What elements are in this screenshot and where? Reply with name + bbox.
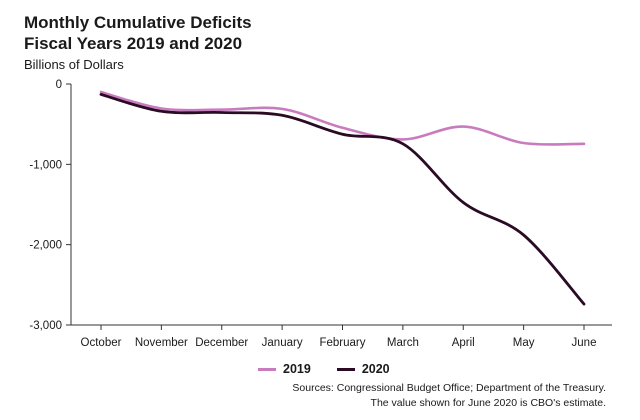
x-tick-label: March <box>387 337 419 349</box>
x-tick-label: November <box>135 337 188 349</box>
x-tick-label: January <box>262 337 303 349</box>
y-tick-label: -1,000 <box>29 159 62 171</box>
x-tick-label: February <box>319 337 365 349</box>
legend-item-2019: 2019 <box>258 362 311 376</box>
y-tick-label: -2,000 <box>29 240 62 252</box>
source-note: Sources: Congressional Budget Office; De… <box>292 381 606 411</box>
legend: 2019 2020 <box>258 362 416 376</box>
series-line-2020 <box>99 93 586 306</box>
legend-swatch-2019 <box>258 367 276 371</box>
y-axis-unit-label: Billions of Dollars <box>24 57 124 72</box>
y-tick-label: 0 <box>56 79 62 91</box>
x-tick-label: October <box>81 337 122 349</box>
y-tick-label: -3,000 <box>29 320 62 332</box>
source-line: Sources: Congressional Budget Office; De… <box>292 382 606 394</box>
x-tick-label: December <box>195 337 248 349</box>
x-tick-label: May <box>513 337 535 349</box>
x-tick-label: April <box>452 337 475 349</box>
legend-label-2020: 2020 <box>361 362 390 376</box>
estimate-note: The value shown for June 2020 is CBO's e… <box>370 397 606 409</box>
legend-item-2020: 2020 <box>336 362 390 376</box>
chart-title-line-2: Fiscal Years 2019 and 2020 <box>24 34 243 53</box>
legend-swatch-2020 <box>336 367 355 371</box>
x-tick-label: June <box>572 337 597 349</box>
chart-title-line-1: Monthly Cumulative Deficits <box>24 13 252 32</box>
series-line-2019 <box>99 90 586 146</box>
chart-title: Monthly Cumulative Deficits Fiscal Years… <box>24 12 252 54</box>
legend-label-2019: 2019 <box>283 362 311 376</box>
